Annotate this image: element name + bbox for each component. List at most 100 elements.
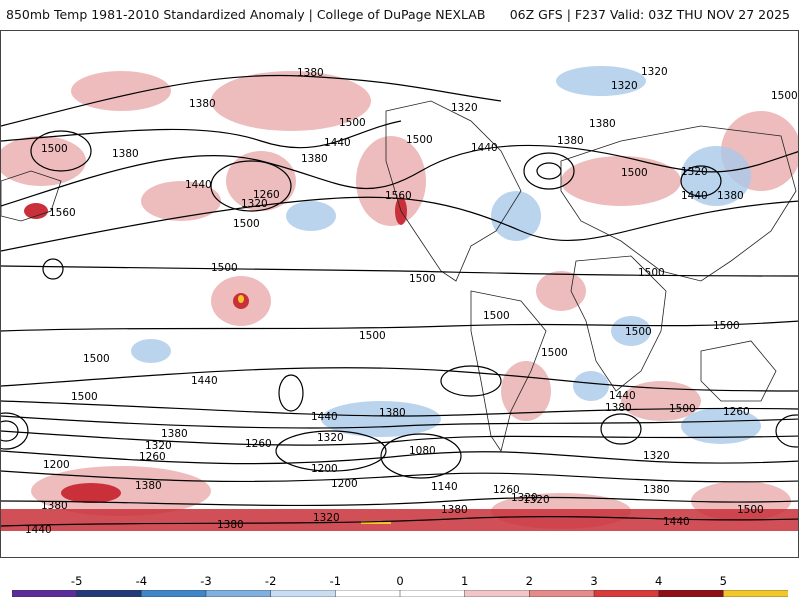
contour-label: 1500 xyxy=(625,326,652,338)
contour-label: 1440 xyxy=(185,179,212,191)
warm-anomaly-shading xyxy=(1,71,798,529)
contour-label: 1380 xyxy=(217,519,244,531)
colorbar-swatch xyxy=(205,590,272,597)
anomaly-map: 1380 1320 1320 1380 1500 1320 1380 1500 … xyxy=(1,66,798,536)
contour-label: 1380 xyxy=(112,148,139,160)
contour-label: 1440 xyxy=(663,516,690,528)
colorbar-swatch xyxy=(529,590,595,597)
colorbar-tick-label: -4 xyxy=(135,574,148,588)
contour-label: 1320 xyxy=(511,492,538,504)
colorbar-swatch xyxy=(593,590,660,597)
extreme-anomaly-spots xyxy=(238,295,391,524)
colorbar-tick-label: 4 xyxy=(654,574,663,588)
colorbar-swatch xyxy=(723,590,788,597)
contour-label: 1500 xyxy=(483,310,510,322)
anomaly-colorbar xyxy=(12,590,788,597)
contour-label: 1380 xyxy=(135,480,162,492)
strong-warm-anomaly-shading xyxy=(1,197,798,531)
contour-label: 1500 xyxy=(638,267,665,279)
colorbar-tick-label: -2 xyxy=(264,574,277,588)
contour-label: 1500 xyxy=(541,347,568,359)
contour-label: 1440 xyxy=(191,375,218,387)
contour-label: 1380 xyxy=(41,500,68,512)
contour-label: 1500 xyxy=(771,90,798,102)
contour-label: 1320 xyxy=(451,102,478,114)
contour-label: 1380 xyxy=(589,118,616,130)
model-run-valid-time: 06Z GFS | F237 Valid: 03Z THU NOV 27 202… xyxy=(509,7,790,22)
colorbar-swatches xyxy=(12,590,788,597)
contour-label: 1500 xyxy=(83,353,110,365)
colorbar-swatch xyxy=(141,590,207,597)
contour-label: 1260 xyxy=(723,406,750,418)
contour-label: 1500 xyxy=(71,391,98,403)
colorbar-tick-label: -3 xyxy=(200,574,212,588)
contour-label: 1260 xyxy=(493,484,520,496)
height-contours xyxy=(1,74,798,527)
contour-label: 1320 xyxy=(145,440,172,452)
contour-label: 1380 xyxy=(717,190,744,202)
colorbar-tick-label: 5 xyxy=(719,574,727,588)
contour-label: 1500 xyxy=(621,167,648,179)
contour-label: 1500 xyxy=(737,504,764,516)
contour-label: 1200 xyxy=(331,478,358,490)
contour-label: 1500 xyxy=(359,330,386,342)
colorbar-swatch xyxy=(464,590,531,597)
contour-label: 1260 xyxy=(253,189,280,201)
contour-label: 1500 xyxy=(409,273,436,285)
contour-label: 1320 xyxy=(241,198,268,210)
contour-label: 1380 xyxy=(301,153,328,165)
contour-label: 1440 xyxy=(324,137,351,149)
colorbar-swatch xyxy=(76,590,143,597)
contour-labels: 1380 1320 1320 1380 1500 1320 1380 1500 … xyxy=(25,66,798,536)
contour-label: 1500 xyxy=(211,262,238,274)
map-title: 850mb Temp 1981-2010 Standardized Anomal… xyxy=(6,7,486,22)
contour-label: 1380 xyxy=(297,67,324,79)
contour-label: 1440 xyxy=(681,190,708,202)
contour-label: 1500 xyxy=(339,117,366,129)
contour-label: 1320 xyxy=(611,80,638,92)
contour-label: 1380 xyxy=(605,402,632,414)
contour-label: 1320 xyxy=(643,450,670,462)
contour-label: 1440 xyxy=(311,411,338,423)
contour-label: 1380 xyxy=(161,428,188,440)
contour-label: 1200 xyxy=(43,459,70,471)
colorbar-swatch xyxy=(399,590,466,597)
colorbar-tick-label: 2 xyxy=(525,574,533,588)
contour-label: 1440 xyxy=(25,524,52,536)
cold-anomaly-shading xyxy=(131,66,761,444)
contour-label: 1260 xyxy=(245,438,272,450)
colorbar-tick-label: -1 xyxy=(329,574,342,588)
contour-label: 1320 xyxy=(523,494,550,506)
contour-label: 1320 xyxy=(313,512,340,524)
contour-label: 1440 xyxy=(609,390,636,402)
contour-label: 1440 xyxy=(471,142,498,154)
contour-label: 1500 xyxy=(406,134,433,146)
colorbar-tick-label: 3 xyxy=(590,574,598,588)
contour-label: 1500 xyxy=(233,218,260,230)
map-panel: 1380 1320 1320 1380 1500 1320 1380 1500 … xyxy=(0,30,799,558)
contour-label: 1560 xyxy=(385,190,412,202)
contour-label: 1200 xyxy=(311,463,338,475)
contour-label: 1320 xyxy=(317,432,344,444)
colorbar-tick-label: -5 xyxy=(70,574,83,588)
contour-label: 1320 xyxy=(681,166,708,178)
colorbar-swatch xyxy=(335,590,401,597)
contour-label: 1080 xyxy=(409,445,436,457)
colorbar-tick-label: 1 xyxy=(460,574,469,588)
contour-label: 1500 xyxy=(669,403,696,415)
contour-label: 1260 xyxy=(139,451,166,463)
colorbar-tick-label: 0 xyxy=(396,574,404,588)
contour-label: 1380 xyxy=(643,484,670,496)
contour-label: 1380 xyxy=(189,98,216,110)
colorbar-swatch xyxy=(658,590,725,597)
header: 850mb Temp 1981-2010 Standardized Anomal… xyxy=(0,0,800,30)
contour-label: 1560 xyxy=(49,207,76,219)
contour-label: 1500 xyxy=(713,320,740,332)
contour-label: 1380 xyxy=(557,135,584,147)
coastlines xyxy=(1,100,797,452)
colorbar-swatch xyxy=(270,590,337,597)
contour-label: 1320 xyxy=(641,66,668,78)
contour-label: 1380 xyxy=(379,407,406,419)
contour-label: 1500 xyxy=(41,143,68,155)
colorbar-swatch xyxy=(12,590,78,597)
